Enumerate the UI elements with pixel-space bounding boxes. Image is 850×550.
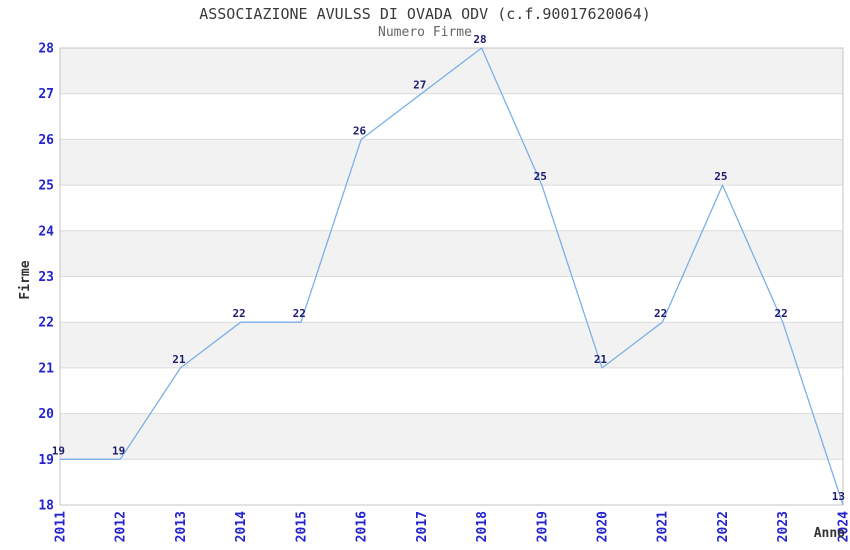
x-tick-label: 2020: [595, 511, 610, 542]
x-tick-label: 2016: [355, 511, 370, 542]
data-line: [60, 47, 844, 506]
x-tick-label: 2021: [656, 511, 671, 542]
point-label: 28: [473, 33, 486, 46]
plot-band: [60, 139, 843, 186]
point-label: 19: [112, 444, 125, 457]
chart-subtitle: Numero Firme: [378, 25, 472, 40]
x-tick-label: 2017: [415, 511, 430, 542]
point-label: 25: [714, 170, 727, 183]
x-tick-label: 2011: [53, 511, 68, 542]
point-label: 26: [353, 124, 367, 137]
point-label: 27: [413, 79, 426, 92]
point-label: 25: [534, 170, 547, 183]
point-label: 13: [832, 490, 845, 503]
x-tick-label: 2018: [475, 511, 490, 542]
y-tick-label: 28: [38, 42, 54, 57]
x-tick-label: 2022: [716, 511, 731, 542]
point-label: 19: [52, 444, 65, 457]
x-tick-label: 2024: [836, 511, 850, 542]
y-tick-label: 22: [38, 316, 54, 331]
chart-title: ASSOCIAZIONE AVULSS DI OVADA ODV (c.f.90…: [199, 5, 651, 23]
point-label: 21: [172, 353, 186, 366]
point-label: 21: [594, 353, 608, 366]
y-tick-label: 23: [38, 270, 54, 285]
y-tick-label: 27: [38, 87, 54, 102]
x-axis-title: Anno: [814, 526, 845, 541]
y-tick-label: 19: [38, 453, 54, 468]
x-tick-label: 2012: [114, 511, 129, 542]
y-tick-label: 21: [38, 361, 54, 376]
y-axis-title: Firme: [18, 260, 33, 299]
point-label: 22: [775, 307, 788, 320]
x-tick-label: 2023: [776, 511, 791, 542]
plot-band: [60, 230, 843, 277]
plot-border: [59, 47, 844, 506]
x-tick-label: 2014: [234, 511, 249, 542]
y-tick-label: 26: [38, 133, 54, 148]
x-tick-label: 2015: [294, 511, 309, 542]
point-label: 22: [232, 307, 245, 320]
y-tick-label: 18: [38, 499, 54, 514]
plot-band: [60, 413, 843, 460]
y-tick-label: 20: [38, 407, 54, 422]
y-tick-label: 25: [38, 179, 54, 194]
x-tick-label: 2019: [535, 511, 550, 542]
point-label: 22: [293, 307, 306, 320]
x-tick-label: 2013: [174, 511, 189, 542]
point-label: 22: [654, 307, 667, 320]
y-tick-label: 24: [38, 224, 54, 239]
